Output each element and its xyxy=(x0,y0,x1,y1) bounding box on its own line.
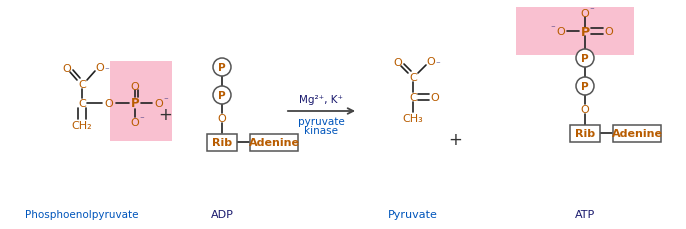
Bar xyxy=(110,62,172,141)
Text: O: O xyxy=(62,64,71,74)
Text: O: O xyxy=(95,63,104,73)
Text: O: O xyxy=(556,27,565,37)
Text: ⁻: ⁻ xyxy=(551,25,556,33)
Bar xyxy=(613,125,661,142)
Text: O: O xyxy=(580,105,589,114)
Text: O: O xyxy=(217,114,226,123)
Text: ADP: ADP xyxy=(211,209,233,219)
Text: ATP: ATP xyxy=(575,209,595,219)
Text: P: P xyxy=(580,25,589,38)
Text: ⁻: ⁻ xyxy=(105,66,109,75)
Bar xyxy=(570,125,600,142)
Text: O: O xyxy=(154,98,163,109)
Text: pyruvate: pyruvate xyxy=(298,117,344,126)
Text: C: C xyxy=(78,98,86,109)
Text: P: P xyxy=(581,82,589,92)
Bar xyxy=(207,134,237,151)
Text: CH₃: CH₃ xyxy=(403,114,423,123)
Text: O: O xyxy=(427,57,436,67)
Text: C: C xyxy=(409,73,417,83)
Text: P: P xyxy=(131,97,139,110)
Text: O: O xyxy=(580,9,589,19)
Text: Phosphoenolpyruvate: Phosphoenolpyruvate xyxy=(25,209,139,219)
Text: Adenine: Adenine xyxy=(248,137,300,147)
Bar xyxy=(250,134,298,151)
Text: P: P xyxy=(581,54,589,64)
Text: Pyruvate: Pyruvate xyxy=(388,209,438,219)
Text: +: + xyxy=(448,131,462,148)
Text: Rib: Rib xyxy=(212,137,232,147)
Text: Rib: Rib xyxy=(575,128,595,138)
Text: kinase: kinase xyxy=(304,125,338,135)
Text: ⁻: ⁻ xyxy=(164,96,168,105)
Text: O: O xyxy=(130,82,139,92)
Text: P: P xyxy=(218,91,226,101)
Circle shape xyxy=(576,50,594,68)
Circle shape xyxy=(213,87,231,105)
Text: ⁻: ⁻ xyxy=(436,60,440,69)
Circle shape xyxy=(213,59,231,77)
Text: C: C xyxy=(409,93,417,103)
Text: C: C xyxy=(78,80,86,90)
Text: +: + xyxy=(158,106,172,123)
Text: Adenine: Adenine xyxy=(611,128,663,138)
Text: Mg²⁺, K⁺: Mg²⁺, K⁺ xyxy=(299,95,343,105)
Text: P: P xyxy=(218,63,226,73)
Text: ⁻: ⁻ xyxy=(590,6,594,15)
Bar xyxy=(516,8,634,56)
Text: O: O xyxy=(431,93,439,103)
Circle shape xyxy=(576,78,594,95)
Text: ⁻: ⁻ xyxy=(140,115,144,124)
Text: O: O xyxy=(105,98,113,109)
Text: O: O xyxy=(394,58,403,68)
Text: O: O xyxy=(604,27,613,37)
Text: O: O xyxy=(130,117,139,128)
Text: CH₂: CH₂ xyxy=(72,120,93,131)
